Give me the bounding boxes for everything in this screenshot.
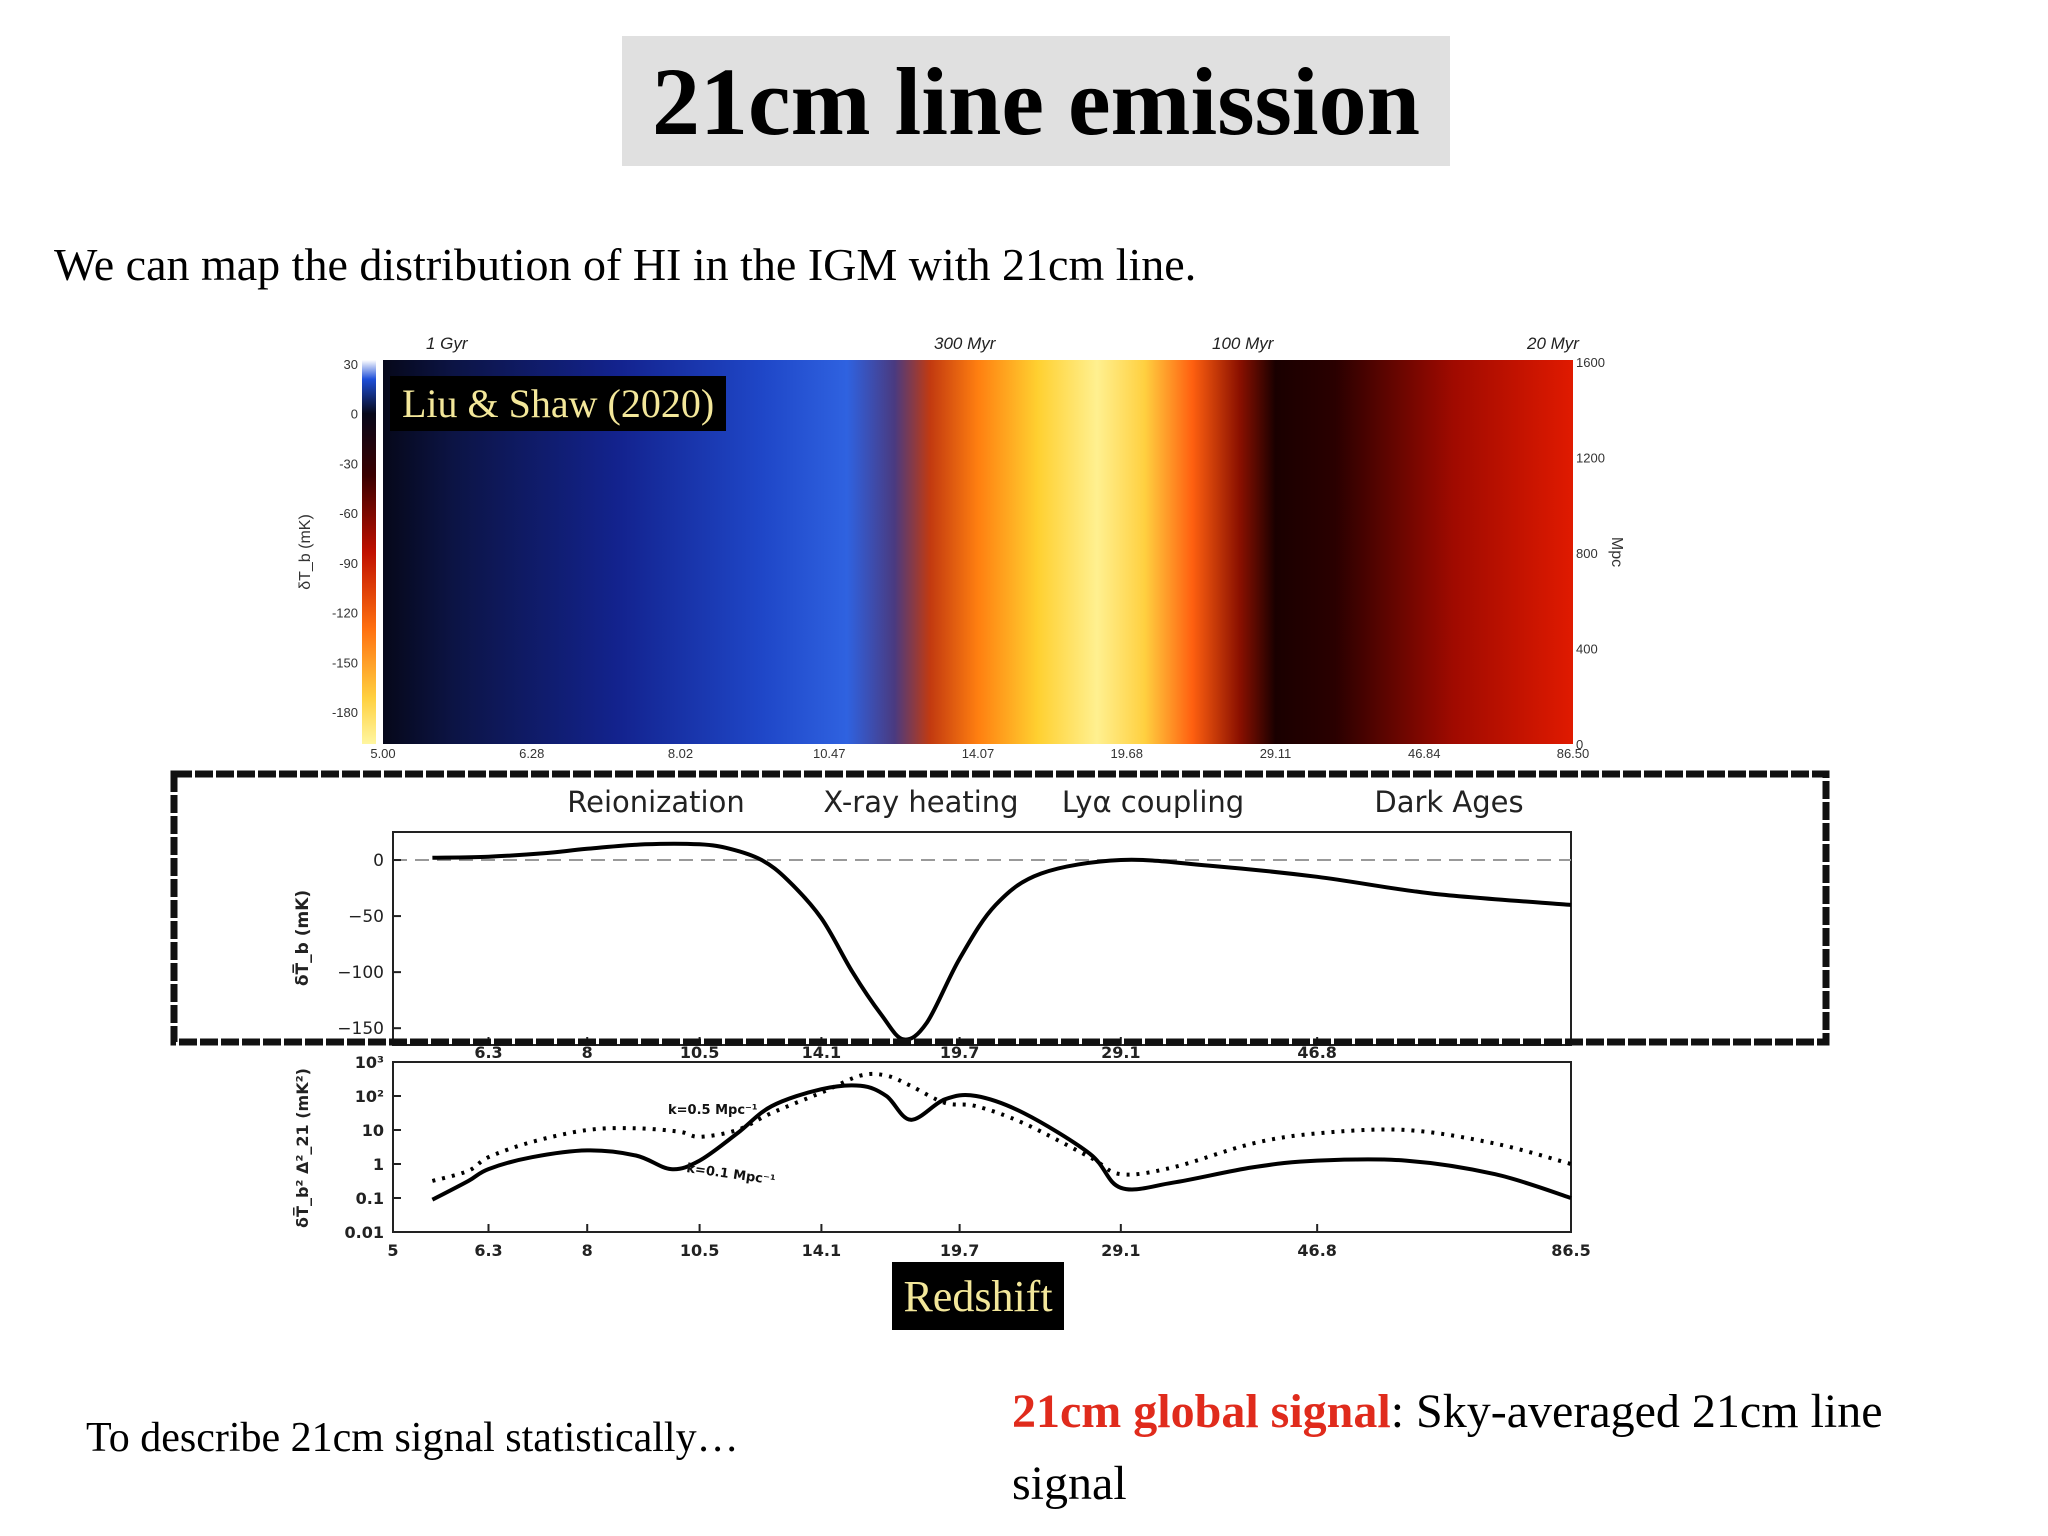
power-spectrum-xtick-label: 14.1 <box>802 1241 841 1260</box>
colorbar-tick: -60 <box>339 506 358 521</box>
citation-label: Liu & Shaw (2020) <box>390 376 727 431</box>
bottom-left-text: To describe 21cm signal statistically… <box>86 1415 739 1461</box>
global-signal-ylabel: δT̅_b (mK) <box>291 890 313 986</box>
top-tick-label: 300 Myr <box>934 334 997 353</box>
power-spectrum-ylabel: δT̅_b² Δ²_21 (mK²) <box>292 1068 312 1228</box>
epoch-label: X-ray heating <box>823 785 1018 819</box>
global-signal-ytick-label: −100 <box>337 963 384 983</box>
slide-title: 21cm line emission <box>652 47 1420 155</box>
right-axis-tick: 1200 <box>1576 451 1605 466</box>
global-signal-ytick-label: −50 <box>348 907 384 927</box>
global-signal-xtick-label: 8 <box>582 1043 593 1062</box>
global-signal-xtick-label: 10.5 <box>680 1043 719 1062</box>
heatmap-x-tick: 6.28 <box>519 746 544 761</box>
epoch-label: Dark Ages <box>1374 785 1523 819</box>
power-spectrum-xtick-label: 10.5 <box>680 1241 719 1260</box>
redshift-label: Redshift <box>892 1262 1064 1330</box>
bottom-right-text: 21cm global signal: Sky-averaged 21cm li… <box>1012 1376 2002 1520</box>
power-spectrum-ytick-label: 10³ <box>355 1053 384 1072</box>
power-spectrum-xtick-label: 29.1 <box>1101 1241 1140 1260</box>
k05-curve <box>431 1071 1572 1183</box>
power-spectrum-xtick-label: 8 <box>582 1241 593 1260</box>
colorbar-label: δT_b (mK) <box>297 514 314 590</box>
global-signal-axes <box>392 831 1572 1046</box>
global-signal-definition: : Sky-averaged 21cm line signal <box>1012 1385 1883 1510</box>
global-signal-xtick-label: 19.7 <box>940 1043 979 1062</box>
heatmap-x-tick: 29.11 <box>1260 746 1292 761</box>
epoch-label: Reionization <box>567 785 744 819</box>
power-spectrum-ytick-label: 0.01 <box>345 1223 384 1242</box>
right-axis-tick: 400 <box>1576 642 1598 657</box>
colorbar-tick: -120 <box>332 606 358 621</box>
colorbar-tick: 0 <box>351 407 358 422</box>
epoch-label: Lyα coupling <box>1062 785 1244 819</box>
global-signal-ytick-label: −150 <box>337 1019 384 1039</box>
colorbar-tick: 30 <box>344 357 358 372</box>
global-signal-xtick-label: 6.3 <box>474 1043 502 1062</box>
global-signal-xtick-label: 14.1 <box>802 1043 841 1062</box>
k01-curve <box>431 1083 1572 1202</box>
colorbar-tick: -180 <box>332 705 358 720</box>
colorbar-tick: -90 <box>339 556 358 571</box>
power-spectrum-axes <box>392 1061 1572 1233</box>
top-tick-label: 1 Gyr <box>426 334 469 353</box>
title-box: 21cm line emission <box>622 36 1450 166</box>
colorbar <box>362 360 376 744</box>
power-spectrum-panel: 10³ 10² 10 1 0.1 0.01 5 6.3 8 10.5 14.1 19.7 29.1 46… <box>292 1053 1591 1260</box>
heatmap-x-tick: 19.68 <box>1110 746 1143 761</box>
heatmap-x-tick: 14.07 <box>962 746 995 761</box>
power-spectrum-ytick-label: 0.1 <box>356 1189 384 1208</box>
k05-label: k=0.5 Mpc⁻¹ <box>668 1103 758 1118</box>
power-spectrum-xtick-label: 86.5 <box>1551 1241 1590 1260</box>
global-signal-panel: Reionization X-ray heating Lyα coupling Dar… <box>170 770 1830 1062</box>
heatmap-x-tick: 8.02 <box>668 746 693 761</box>
right-axis-label: Mpc <box>1608 537 1625 567</box>
heatmap-x-tick: 86.50 <box>1557 746 1590 761</box>
power-spectrum-ytick-label: 10² <box>355 1087 384 1106</box>
top-tick-label: 20 Myr <box>1526 334 1580 353</box>
right-axis-tick: 1600 <box>1576 355 1605 370</box>
heatmap-x-tick: 5.00 <box>370 746 395 761</box>
right-axis-tick: 0 <box>1576 737 1583 752</box>
global-signal-curve <box>432 841 1572 1042</box>
heatmap-x-tick: 46.84 <box>1408 746 1441 761</box>
intro-text: We can map the distribution of HI in the… <box>54 239 1197 290</box>
k01-label: k=0.1 Mpc⁻¹ <box>685 1161 776 1188</box>
power-spectrum-xtick-label: 19.7 <box>940 1241 979 1260</box>
global-signal-term: 21cm global signal <box>1012 1385 1391 1438</box>
power-spectrum-ytick-label: 1 <box>373 1155 384 1174</box>
right-axis-tick: 800 <box>1576 546 1598 561</box>
global-signal-xtick-label: 46.8 <box>1297 1043 1336 1062</box>
colorbar-tick: -150 <box>332 655 358 670</box>
top-tick-label: 100 Myr <box>1212 334 1275 353</box>
power-spectrum-ytick-label: 10 <box>362 1121 384 1140</box>
heatmap-x-tick: 10.47 <box>813 746 846 761</box>
power-spectrum-xtick-label: 6.3 <box>474 1241 502 1260</box>
highlight-box <box>170 770 1830 1046</box>
colorbar-tick: -30 <box>339 456 358 471</box>
power-spectrum-xtick-label: 5 <box>387 1241 398 1260</box>
power-spectrum-xtick-label: 46.8 <box>1297 1241 1336 1260</box>
global-signal-xtick-label: 29.1 <box>1101 1043 1140 1062</box>
global-signal-ytick-label: 0 <box>373 851 384 871</box>
